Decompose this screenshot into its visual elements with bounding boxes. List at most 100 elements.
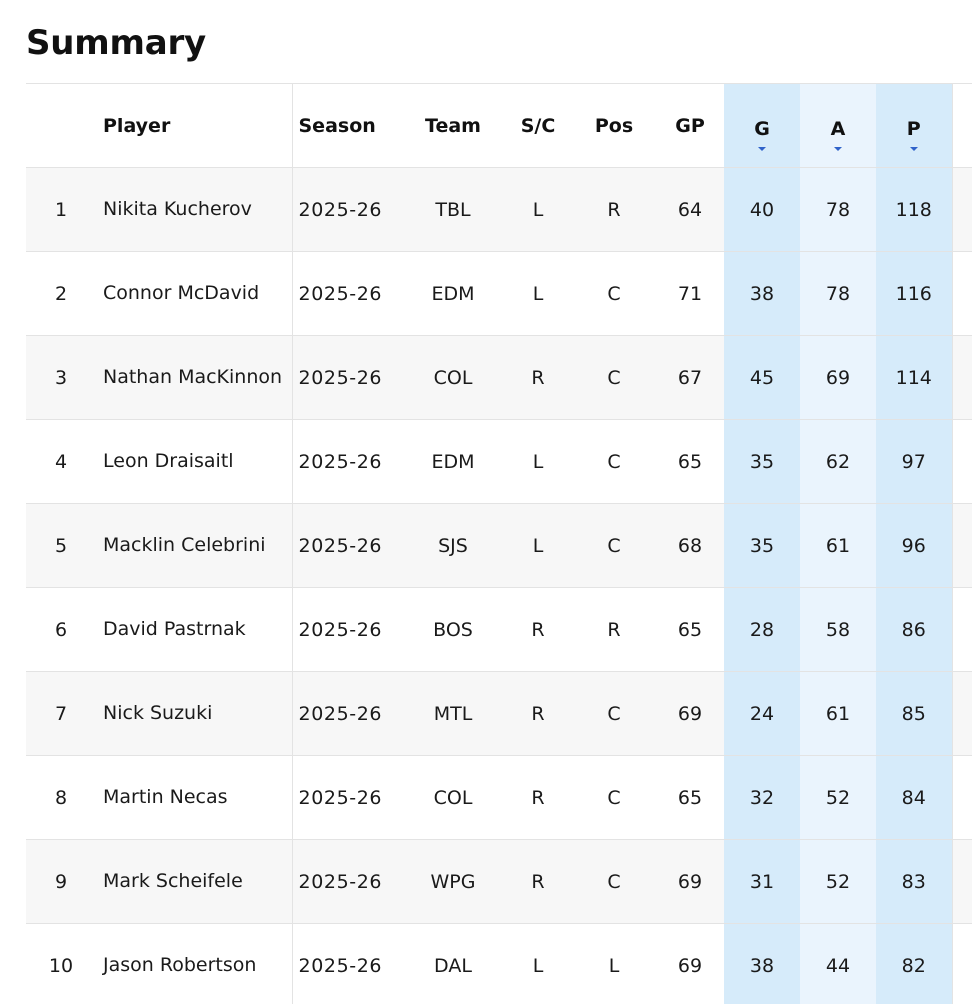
goals-cell: 31 bbox=[724, 839, 800, 924]
player-name-cell[interactable]: Nathan MacKinnon bbox=[96, 335, 293, 420]
shoots-catches-cell: R bbox=[504, 335, 572, 420]
shoots-catches-cell: L bbox=[504, 923, 572, 1004]
team-cell: DAL bbox=[402, 923, 504, 1004]
header-sc[interactable]: S/C bbox=[504, 83, 572, 168]
rank-cell: 7 bbox=[26, 671, 96, 756]
rank-cell: 6 bbox=[26, 587, 96, 672]
season-cell: 2025-26 bbox=[292, 503, 402, 588]
assists-cell: 52 bbox=[800, 755, 876, 840]
assists-cell: 58 bbox=[800, 587, 876, 672]
goals-cell: 24 bbox=[724, 671, 800, 756]
shoots-catches-cell: L bbox=[504, 503, 572, 588]
shoots-catches-cell: R bbox=[504, 587, 572, 672]
overflow-cell bbox=[951, 839, 972, 924]
team-cell: WPG bbox=[402, 839, 504, 924]
header-points-label: P bbox=[906, 118, 921, 140]
assists-cell: 62 bbox=[800, 419, 876, 504]
team-cell: COL bbox=[402, 755, 504, 840]
shoots-catches-cell: R bbox=[504, 671, 572, 756]
header-gp[interactable]: GP bbox=[656, 83, 724, 168]
rank-cell: 8 bbox=[26, 755, 96, 840]
header-assists-wrap: A bbox=[831, 118, 845, 151]
header-gp-label: GP bbox=[675, 114, 705, 137]
points-cell: 97 bbox=[876, 419, 952, 504]
table-row: 9 Mark Scheifele 2025-26 WPG R C 69 31 52 83 bbox=[26, 839, 972, 924]
season-cell: 2025-26 bbox=[292, 839, 402, 924]
overflow-cell bbox=[951, 335, 972, 420]
overflow-cell bbox=[951, 923, 972, 1004]
header-points-wrap: P bbox=[907, 118, 921, 151]
stats-table: Player Season Team S/C Pos GP G A bbox=[26, 83, 972, 1004]
shoots-catches-cell: L bbox=[504, 419, 572, 504]
table-row: 6 David Pastrnak 2025-26 BOS R R 65 28 58 86 bbox=[26, 587, 972, 672]
games-played-cell: 67 bbox=[656, 335, 724, 420]
header-overflow bbox=[951, 83, 972, 168]
assists-cell: 61 bbox=[800, 503, 876, 588]
overflow-cell bbox=[951, 419, 972, 504]
goals-cell: 38 bbox=[724, 923, 800, 1004]
points-cell: 116 bbox=[876, 251, 952, 336]
header-team[interactable]: Team bbox=[402, 83, 504, 168]
assists-cell: 78 bbox=[800, 251, 876, 336]
header-goals[interactable]: G bbox=[724, 83, 800, 168]
table-row: 7 Nick Suzuki 2025-26 MTL R C 69 24 61 85 bbox=[26, 671, 972, 756]
position-cell: C bbox=[572, 503, 656, 588]
rank-cell: 3 bbox=[26, 335, 96, 420]
points-cell: 96 bbox=[876, 503, 952, 588]
header-pos[interactable]: Pos bbox=[572, 83, 656, 168]
header-points[interactable]: P bbox=[876, 83, 952, 168]
games-played-cell: 64 bbox=[656, 167, 724, 252]
header-season[interactable]: Season bbox=[292, 83, 402, 168]
team-cell: EDM bbox=[402, 419, 504, 504]
games-played-cell: 71 bbox=[656, 251, 724, 336]
rank-cell: 9 bbox=[26, 839, 96, 924]
position-cell: C bbox=[572, 335, 656, 420]
player-name-cell[interactable]: David Pastrnak bbox=[96, 587, 293, 672]
player-name-cell[interactable]: Macklin Celebrini bbox=[96, 503, 293, 588]
team-cell: COL bbox=[402, 335, 504, 420]
position-cell: C bbox=[572, 755, 656, 840]
season-cell: 2025-26 bbox=[292, 335, 402, 420]
player-name-cell[interactable]: Nick Suzuki bbox=[96, 671, 293, 756]
overflow-cell bbox=[951, 251, 972, 336]
player-name-cell[interactable]: Nikita Kucherov bbox=[96, 167, 293, 252]
stats-table-container: Player Season Team S/C Pos GP G A bbox=[26, 83, 972, 1004]
player-name-cell[interactable]: Leon Draisaitl bbox=[96, 419, 293, 504]
header-player[interactable]: Player bbox=[96, 83, 293, 168]
overflow-cell bbox=[951, 587, 972, 672]
assists-cell: 69 bbox=[800, 335, 876, 420]
team-cell: SJS bbox=[402, 503, 504, 588]
shoots-catches-cell: R bbox=[504, 755, 572, 840]
player-name-cell[interactable]: Mark Scheifele bbox=[96, 839, 293, 924]
position-cell: R bbox=[572, 167, 656, 252]
position-cell: C bbox=[572, 671, 656, 756]
season-cell: 2025-26 bbox=[292, 419, 402, 504]
player-name-cell[interactable]: Martin Necas bbox=[96, 755, 293, 840]
header-row: Player Season Team S/C Pos GP G A bbox=[26, 83, 972, 168]
header-assists[interactable]: A bbox=[800, 83, 876, 168]
header-rank bbox=[26, 83, 96, 168]
games-played-cell: 69 bbox=[656, 671, 724, 756]
overflow-cell bbox=[951, 167, 972, 252]
games-played-cell: 65 bbox=[656, 419, 724, 504]
table-row: 1 Nikita Kucherov 2025-26 TBL L R 64 40 78 118 bbox=[26, 167, 972, 252]
games-played-cell: 65 bbox=[656, 587, 724, 672]
position-cell: R bbox=[572, 587, 656, 672]
rank-cell: 1 bbox=[26, 167, 96, 252]
goals-cell: 45 bbox=[724, 335, 800, 420]
season-cell: 2025-26 bbox=[292, 755, 402, 840]
team-cell: MTL bbox=[402, 671, 504, 756]
goals-cell: 32 bbox=[724, 755, 800, 840]
table-row: 4 Leon Draisaitl 2025-26 EDM L C 65 35 62 97 bbox=[26, 419, 972, 504]
points-cell: 118 bbox=[876, 167, 952, 252]
table-row: 5 Macklin Celebrini 2025-26 SJS L C 68 35 61 96 bbox=[26, 503, 972, 588]
position-cell: C bbox=[572, 419, 656, 504]
player-name-cell[interactable]: Connor McDavid bbox=[96, 251, 293, 336]
header-team-label: Team bbox=[425, 114, 481, 137]
sort-descending-icon bbox=[757, 147, 766, 151]
position-cell: L bbox=[572, 923, 656, 1004]
assists-cell: 78 bbox=[800, 167, 876, 252]
player-name-cell[interactable]: Jason Robertson bbox=[96, 923, 293, 1004]
rank-cell: 5 bbox=[26, 503, 96, 588]
